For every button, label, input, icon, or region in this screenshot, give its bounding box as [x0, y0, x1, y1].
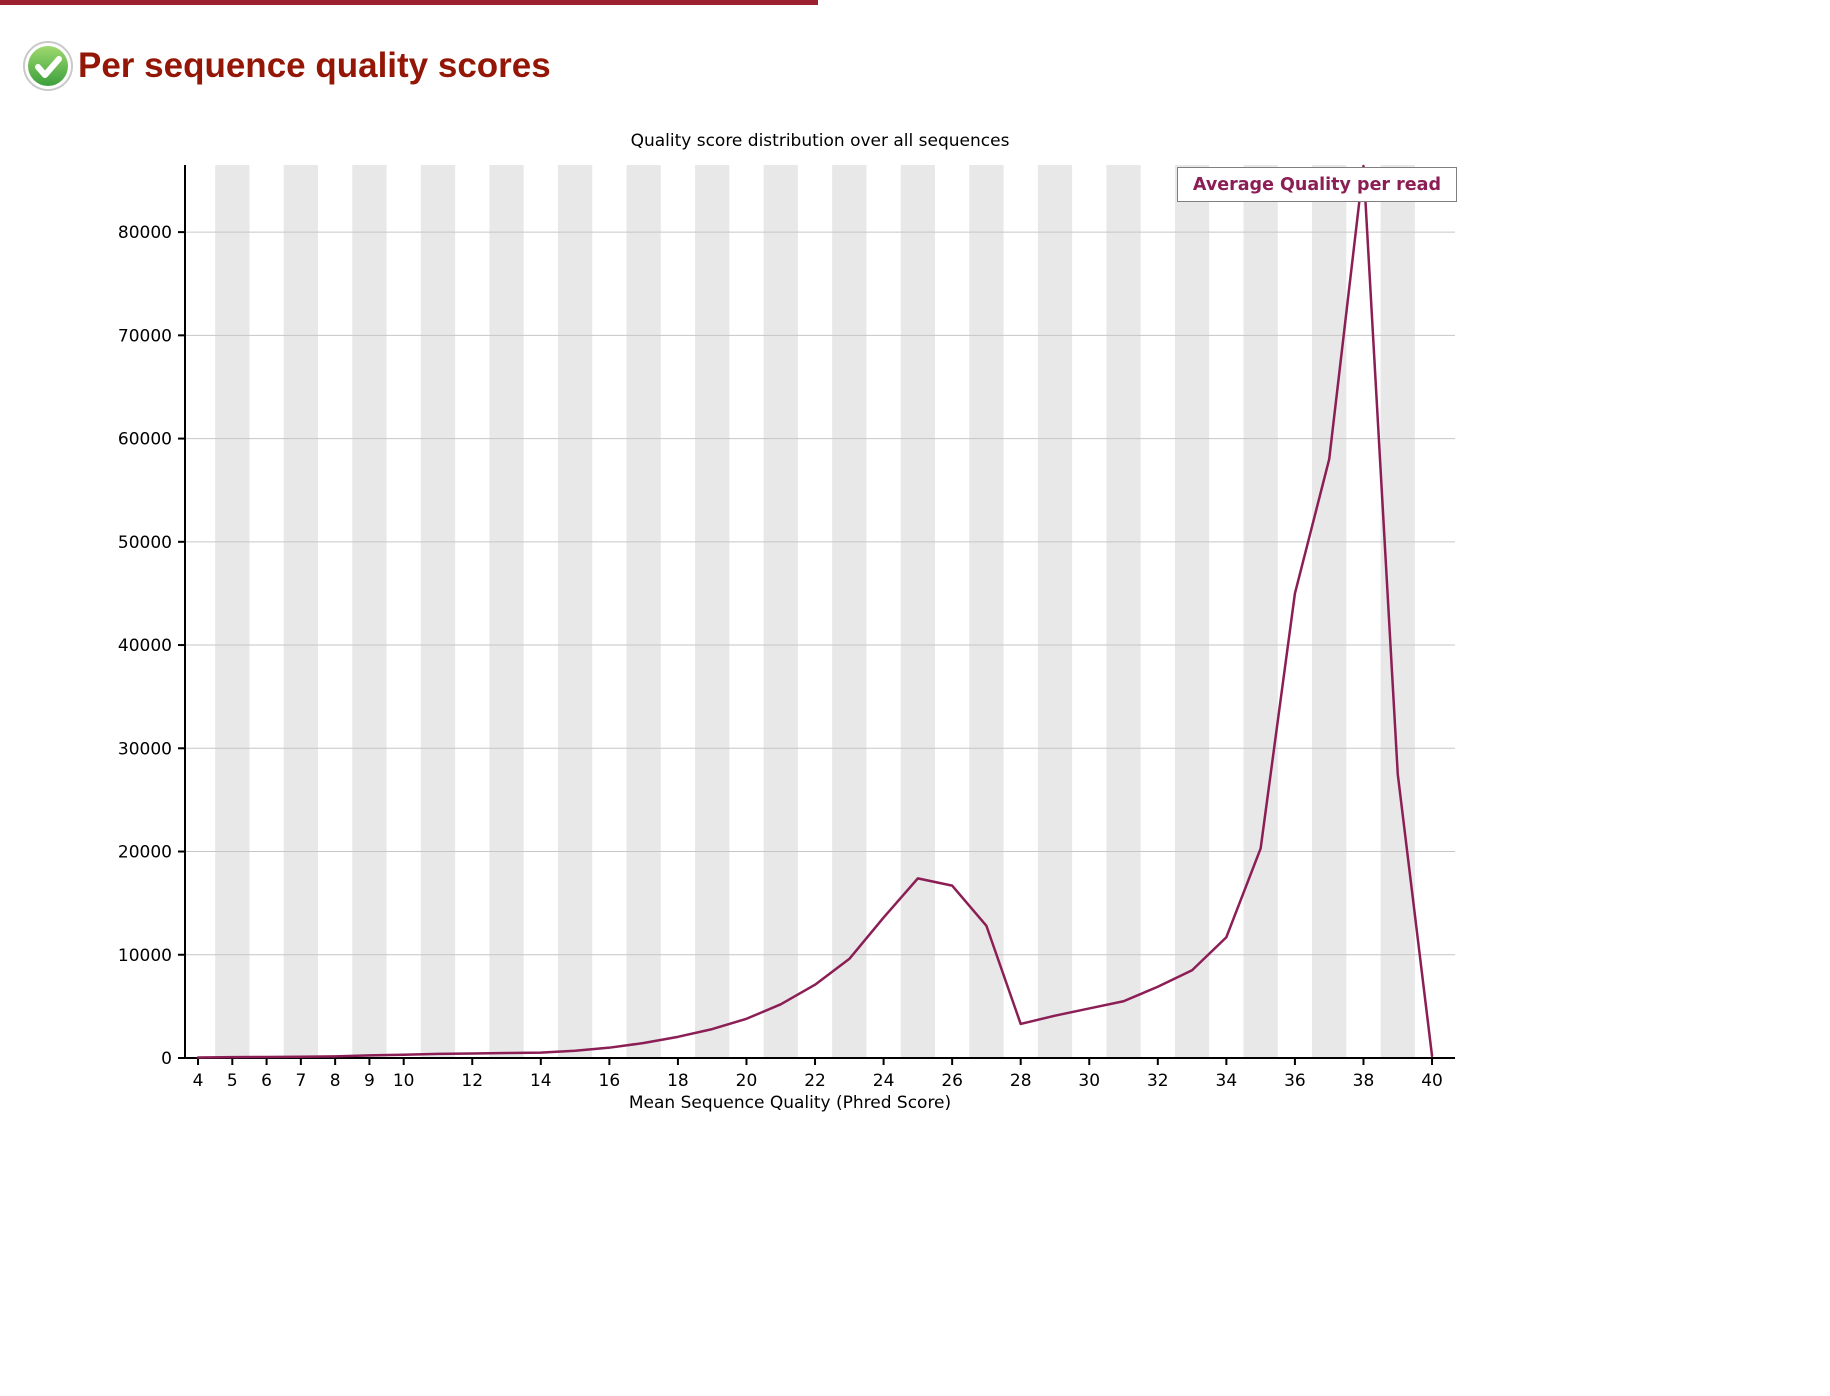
x-tick-label: 10	[393, 1071, 415, 1091]
x-tick-label: 4	[193, 1071, 204, 1091]
background-band	[626, 165, 661, 1058]
x-tick-label: 16	[599, 1071, 621, 1091]
x-tick-label: 40	[1421, 1071, 1443, 1091]
x-tick-label: 6	[261, 1071, 272, 1091]
background-band	[489, 165, 524, 1058]
section-title: Per sequence quality scores	[78, 46, 551, 85]
background-band	[557, 165, 593, 1058]
x-tick-label: 30	[1078, 1071, 1100, 1091]
x-tick-label: 34	[1216, 1071, 1238, 1091]
x-tick-label: 20	[736, 1071, 758, 1091]
x-tick-label: 22	[804, 1071, 826, 1091]
x-tick-label: 28	[1010, 1071, 1032, 1091]
background-band	[900, 165, 936, 1058]
x-tick-label: 26	[941, 1071, 963, 1091]
background-band	[1243, 165, 1278, 1058]
section-heading: Per sequence quality scores	[22, 40, 551, 92]
x-tick-label: 32	[1147, 1071, 1169, 1091]
x-tick-label: 5	[227, 1071, 238, 1091]
x-tick-label: 8	[330, 1071, 341, 1091]
x-tick-label: 7	[295, 1071, 306, 1091]
background-band	[969, 165, 1004, 1058]
background-band	[1174, 165, 1210, 1058]
y-tick-label: 0	[161, 1049, 172, 1069]
x-tick-label: 36	[1284, 1071, 1306, 1091]
background-band	[1380, 165, 1415, 1058]
chart-legend: Average Quality per read	[1176, 167, 1457, 202]
background-band	[420, 165, 456, 1058]
background-band	[1312, 165, 1347, 1058]
y-tick-label: 20000	[118, 843, 172, 863]
background-band	[215, 165, 250, 1058]
background-band	[352, 165, 387, 1058]
cropped-previous-plot-edge	[0, 0, 818, 5]
y-tick-label: 40000	[118, 636, 172, 656]
background-band	[832, 165, 867, 1058]
x-tick-label: 38	[1353, 1071, 1375, 1091]
pass-check-icon	[22, 40, 74, 92]
background-band	[1037, 165, 1073, 1058]
x-tick-label: 12	[461, 1071, 483, 1091]
x-tick-label: 18	[667, 1071, 689, 1091]
y-tick-label: 70000	[118, 326, 172, 346]
background-band	[695, 165, 730, 1058]
y-tick-label: 50000	[118, 533, 172, 553]
y-tick-label: 60000	[118, 430, 172, 450]
background-band	[1106, 165, 1141, 1058]
x-tick-label: 14	[530, 1071, 552, 1091]
background-band	[283, 165, 318, 1058]
x-tick-label: 9	[364, 1071, 375, 1091]
x-axis-title: Mean Sequence Quality (Phred Score)	[628, 1093, 952, 1113]
y-tick-label: 80000	[118, 223, 172, 243]
x-tick-label: 24	[873, 1071, 895, 1091]
y-tick-label: 30000	[118, 739, 172, 759]
legend-label: Average Quality per read	[1192, 174, 1441, 195]
background-band	[763, 165, 798, 1058]
y-tick-label: 10000	[118, 946, 172, 966]
chart-title: Quality score distribution over all sequ…	[630, 131, 1010, 151]
average-quality-line	[196, 164, 1434, 1059]
